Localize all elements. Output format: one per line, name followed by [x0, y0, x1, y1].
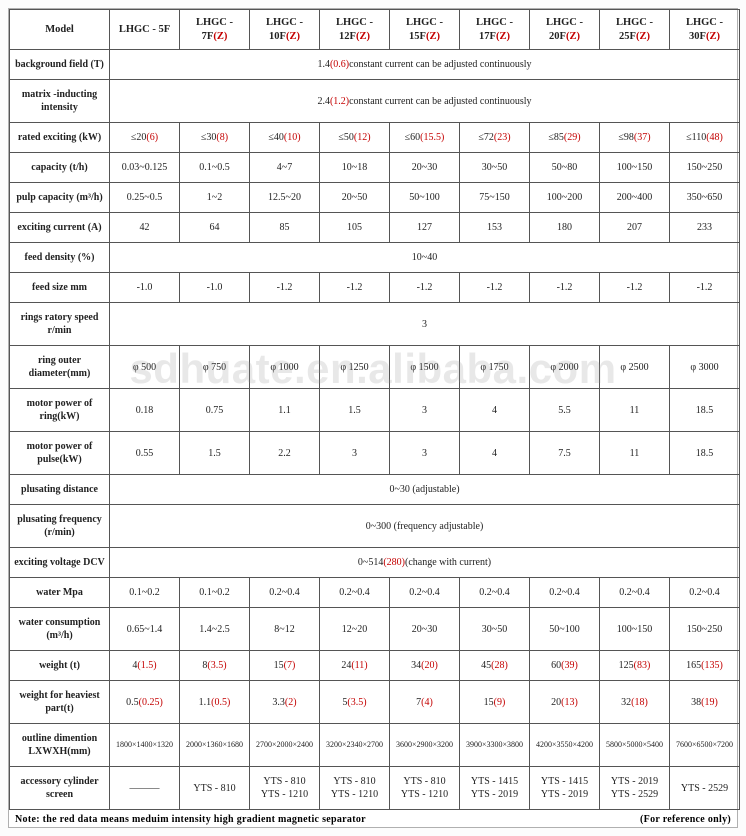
footnote-left: Note: the red data means meduim intensit… [15, 814, 366, 825]
header-col-3: LHGC - 12F(Z) [320, 10, 390, 50]
table-row: water Mpa0.1~0.20.1~0.20.2~0.40.2~0.40.2… [10, 578, 740, 608]
table-row: pulp capacity (m³/h)0.25~0.51~212.5~2020… [10, 183, 740, 213]
table-row: ring outer diameter(mm)φ 500φ 750φ 1000φ… [10, 346, 740, 389]
table-row: motor power of ring(kW)0.180.751.11.5345… [10, 389, 740, 432]
row-label: capacity (t/h) [10, 153, 110, 183]
table-row: motor power of pulse(kW)0.551.52.23347.5… [10, 432, 740, 475]
row-label: outline dimention LXWXH(mm) [10, 724, 110, 767]
row-label: exciting current (A) [10, 213, 110, 243]
table-row: accessory cylinder screen———YTS - 810YTS… [10, 767, 740, 810]
spec-table-container: sdhuate.en.alibaba.com Model LHGC - 5F L… [8, 8, 738, 828]
header-col-2: LHGC - 10F(Z) [250, 10, 320, 50]
table-row: weight (t)4(1.5)8(3.5)15(7)24(11)34(20)4… [10, 651, 740, 681]
header-col-7: LHGC - 25F(Z) [600, 10, 670, 50]
row-label: weight (t) [10, 651, 110, 681]
table-row: plusating frequency (r/min)0~300 (freque… [10, 505, 740, 548]
row-label: accessory cylinder screen [10, 767, 110, 810]
header-col-8: LHGC - 30F(Z) [670, 10, 740, 50]
row-label: background field (T) [10, 50, 110, 80]
row-label: ring outer diameter(mm) [10, 346, 110, 389]
header-col-4: LHGC - 15F(Z) [390, 10, 460, 50]
row-label: pulp capacity (m³/h) [10, 183, 110, 213]
footnote: Note: the red data means meduim intensit… [9, 810, 737, 827]
header-col-5: LHGC - 17F(Z) [460, 10, 530, 50]
table-row: feed density (%)10~40 [10, 243, 740, 273]
row-label: plusating frequency (r/min) [10, 505, 110, 548]
table-row: background field (T)1.4(0.6)constant cur… [10, 50, 740, 80]
table-row: exciting current (A)42648510512715318020… [10, 213, 740, 243]
spec-table: Model LHGC - 5F LHGC - 7F(Z) LHGC - 10F(… [9, 9, 740, 810]
table-row: water consumption (m³/h)0.65~1.41.4~2.58… [10, 608, 740, 651]
header-col-1: LHGC - 7F(Z) [180, 10, 250, 50]
row-label: plusating distance [10, 475, 110, 505]
table-row: plusating distance0~30 (adjustable) [10, 475, 740, 505]
row-label: motor power of pulse(kW) [10, 432, 110, 475]
header-col-6: LHGC - 20F(Z) [530, 10, 600, 50]
header-model: Model [10, 10, 110, 50]
table-row: matrix -inducting intensity2.4(1.2)const… [10, 80, 740, 123]
table-row: feed size mm-1.0-1.0-1.2-1.2-1.2-1.2-1.2… [10, 273, 740, 303]
row-label: feed density (%) [10, 243, 110, 273]
row-label: water consumption (m³/h) [10, 608, 110, 651]
table-row: capacity (t/h)0.03~0.1250.1~0.54~710~182… [10, 153, 740, 183]
table-row: exciting voltage DCV0~514(280)(change wi… [10, 548, 740, 578]
header-row: Model LHGC - 5F LHGC - 7F(Z) LHGC - 10F(… [10, 10, 740, 50]
row-label: rated exciting (kW) [10, 123, 110, 153]
row-label: weight for heaviest part(t) [10, 681, 110, 724]
table-row: outline dimention LXWXH(mm)1800×1400×132… [10, 724, 740, 767]
row-label: motor power of ring(kW) [10, 389, 110, 432]
footnote-right: (For reference only) [640, 814, 731, 825]
table-row: weight for heaviest part(t)0.5(0.25)1.1(… [10, 681, 740, 724]
row-label: feed size mm [10, 273, 110, 303]
table-row: rings ratory speed r/min3 [10, 303, 740, 346]
row-label: matrix -inducting intensity [10, 80, 110, 123]
row-label: water Mpa [10, 578, 110, 608]
header-col-0: LHGC - 5F [110, 10, 180, 50]
row-label: rings ratory speed r/min [10, 303, 110, 346]
row-label: exciting voltage DCV [10, 548, 110, 578]
table-row: rated exciting (kW)≤20(6)≤30(8)≤40(10)≤5… [10, 123, 740, 153]
